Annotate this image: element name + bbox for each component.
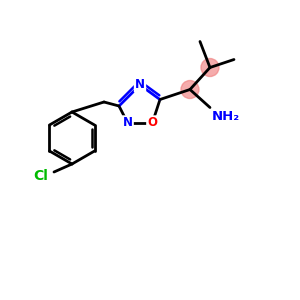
- Text: N: N: [123, 116, 133, 130]
- Text: NH₂: NH₂: [212, 110, 240, 122]
- Text: N: N: [135, 79, 145, 92]
- Circle shape: [181, 80, 199, 98]
- Circle shape: [201, 58, 219, 76]
- Text: O: O: [147, 116, 157, 130]
- Text: Cl: Cl: [33, 169, 48, 183]
